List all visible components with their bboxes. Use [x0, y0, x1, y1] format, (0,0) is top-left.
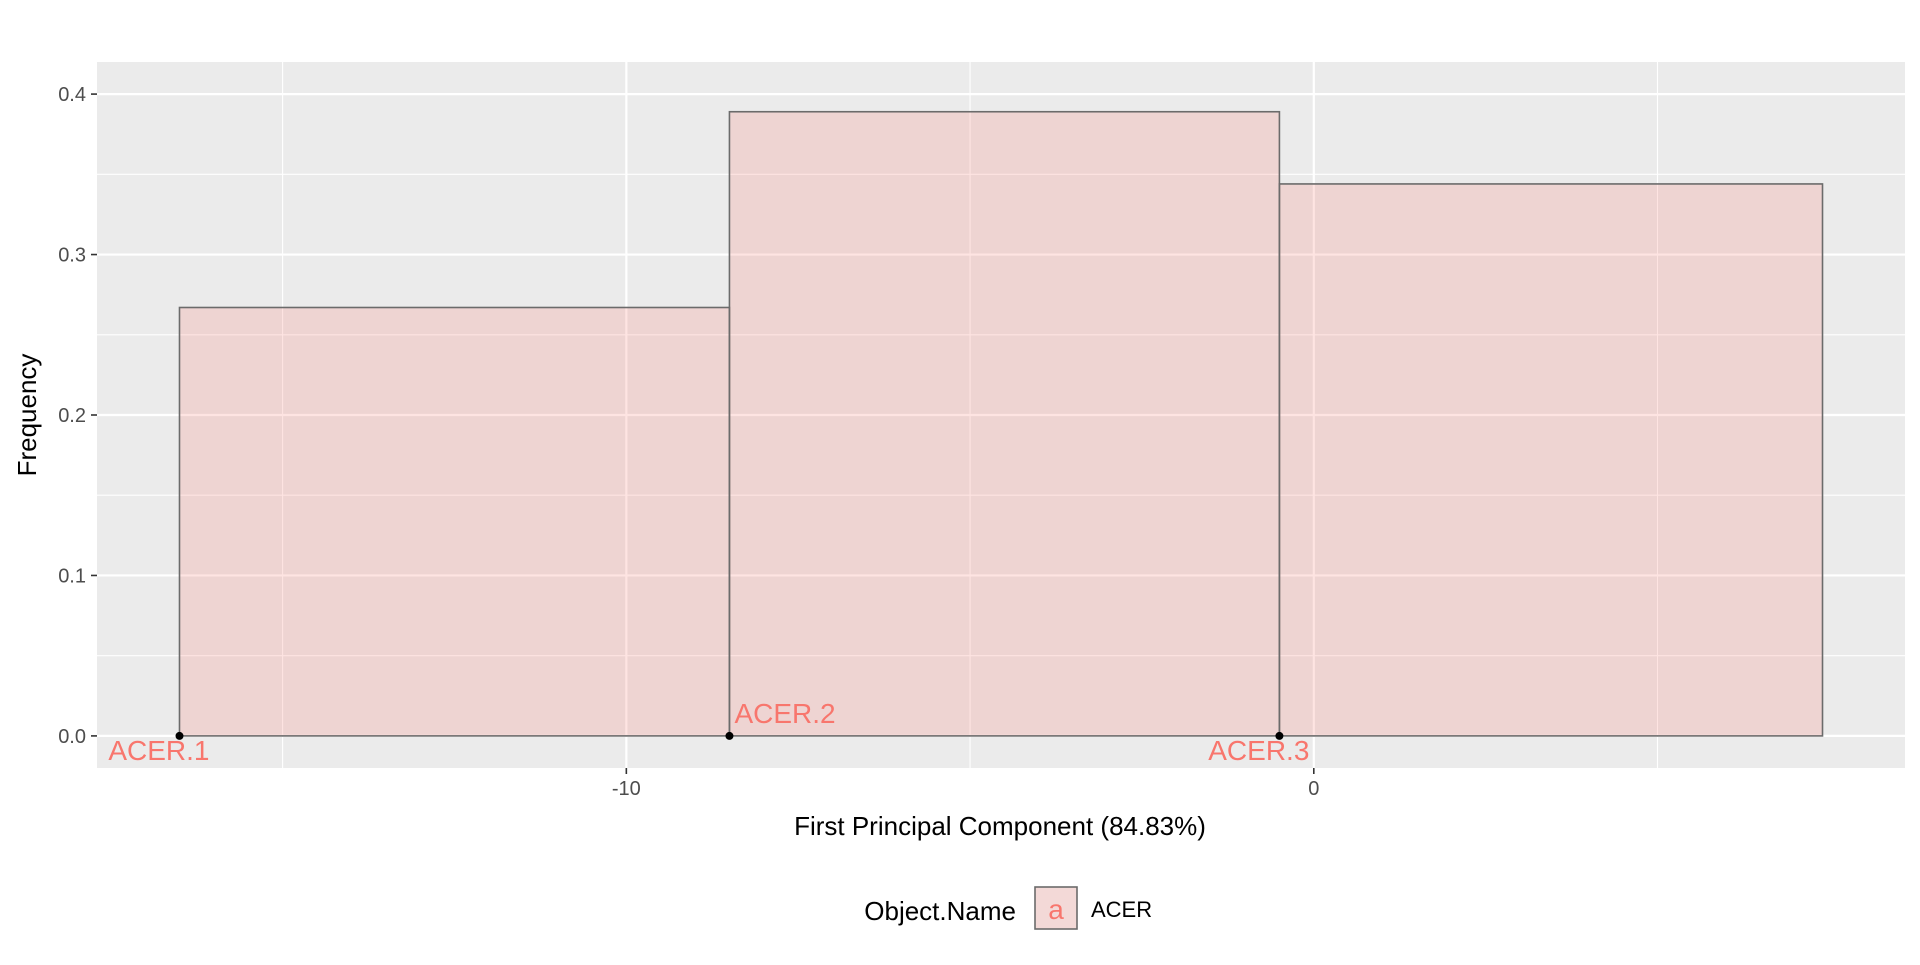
- y-tick-label: 0.2: [58, 405, 86, 427]
- legend-key-glyph: a: [1048, 894, 1064, 925]
- data-point-2: [725, 731, 734, 740]
- point-label-3: ACER.3: [1208, 735, 1309, 766]
- y-tick-label: 0.3: [58, 245, 86, 267]
- data-point-3: [1275, 731, 1284, 740]
- x-axis-title: First Principal Component (84.83%): [794, 811, 1206, 841]
- y-axis: 0.0 0.1 0.2 0.3 0.4: [58, 84, 97, 748]
- legend-key-background: [1035, 887, 1077, 929]
- legend-key: [1034, 886, 1078, 930]
- histogram-bars: [178, 110, 1824, 737]
- data-point-1: [175, 731, 184, 740]
- y-tick-label: 0.1: [58, 565, 86, 587]
- y-axis-title: Frequency: [12, 354, 42, 477]
- histogram-bar-2: [728, 110, 1281, 737]
- point-label-2: ACER.2: [734, 698, 835, 729]
- point-labels: ACER.1 ACER.2 ACER.3: [108, 698, 1309, 766]
- histogram-bar-1: [178, 306, 731, 737]
- point-label-1: ACER.1: [108, 735, 209, 766]
- data-points: [175, 731, 1284, 740]
- y-tick-label: 0.4: [58, 84, 86, 106]
- histogram-bar-3: [1278, 183, 1824, 737]
- x-tick-label: -10: [612, 778, 641, 800]
- y-tick-label: 0.0: [58, 726, 86, 748]
- legend-entry-label: ACER: [1091, 897, 1152, 922]
- x-axis: -10 0: [612, 768, 1319, 800]
- legend-title: Object.Name: [864, 896, 1016, 926]
- x-tick-label: 0: [1308, 778, 1319, 800]
- legend: Object.Name a ACER: [864, 886, 1152, 930]
